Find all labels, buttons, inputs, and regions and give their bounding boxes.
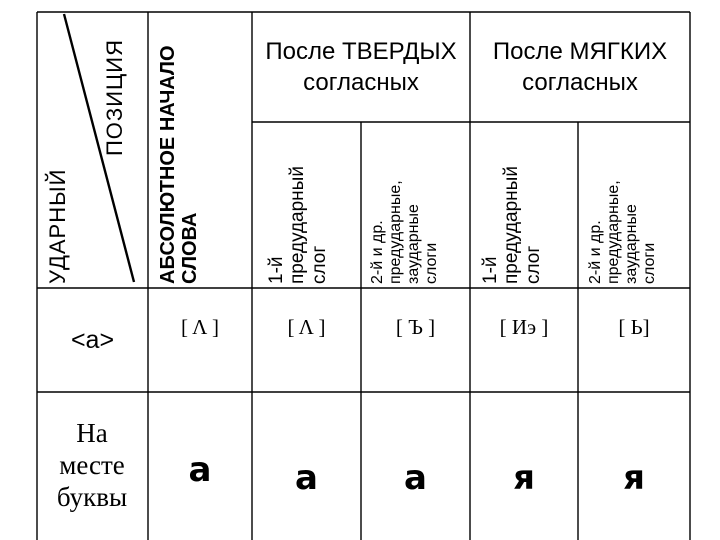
letter-soft-first-pretonic: я xyxy=(513,458,535,498)
subheader-hard-other: 2-й и др. предударные, заударные слоги xyxy=(369,180,440,284)
row-phoneme-label: <а> xyxy=(70,325,115,354)
corner-label-stressed: УДАРНЫЙ xyxy=(45,168,70,284)
letter-hard-other: а xyxy=(404,458,427,498)
header-after-soft: После МЯГКИХ согласных xyxy=(492,37,668,96)
subheader-hard-first-pretonic: 1-й предударный слог xyxy=(266,166,330,284)
letter-absolute-start: а xyxy=(188,450,212,490)
phoneme-soft-first-pretonic: [ Иэ ] xyxy=(499,314,549,339)
subheader-soft-first-pretonic: 1-й предударный слог xyxy=(480,166,544,284)
letter-hard-first-pretonic: а xyxy=(295,458,318,498)
letter-soft-other: я xyxy=(623,458,645,498)
phoneme-hard-first-pretonic: [ Λ ] xyxy=(287,314,326,339)
row-letter-label: На месте буквы xyxy=(56,418,128,512)
subheader-soft-other: 2-й и др. предударные, заударные слоги xyxy=(587,180,658,284)
corner-label-position: ПОЗИЦИЯ xyxy=(102,39,127,156)
phoneme-soft-other: [ Ь] xyxy=(618,314,650,339)
phoneme-absolute-start: [ Λ ] xyxy=(180,314,219,339)
header-absolute-start: АБСОЛЮТНОЕ НАЧАЛО СЛОВА xyxy=(157,45,202,284)
phoneme-hard-other: [ Ъ ] xyxy=(395,314,436,339)
header-after-hard: После ТВЕРДЫХ согласных xyxy=(265,37,457,96)
